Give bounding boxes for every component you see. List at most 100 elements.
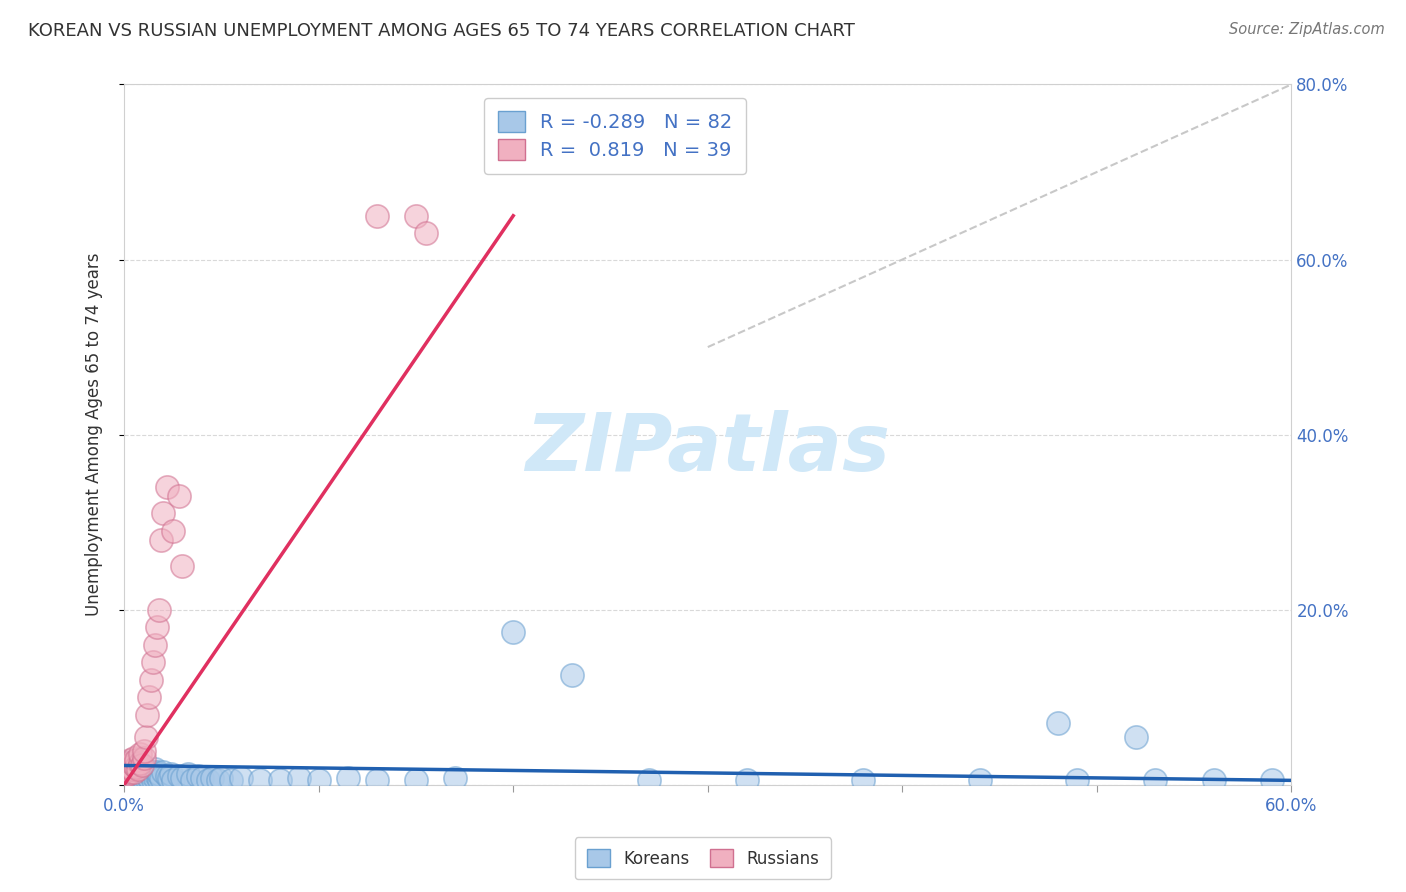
Point [502,624,524,639]
Point [122,773,145,788]
Point [969,773,991,788]
Point [177,767,200,781]
Point [269,773,291,788]
Point [135,771,157,785]
Point [128,756,150,770]
Point [162,524,184,538]
Point [288,771,311,785]
Point [366,209,388,223]
Point [415,226,437,240]
Point [852,773,875,788]
Point [366,773,388,788]
Point [132,773,155,788]
Point [132,744,155,758]
Point [146,620,169,634]
Point [152,764,174,779]
Legend: R = -0.289   N = 82, R =  0.819   N = 39: R = -0.289 N = 82, R = 0.819 N = 39 [484,97,747,174]
Point [117,756,139,770]
Point [172,558,194,573]
Point [219,773,242,788]
Text: ZIPatlas: ZIPatlas [526,409,890,488]
Point [118,760,141,774]
Point [136,764,159,779]
Point [117,767,139,781]
Point [131,769,153,783]
Point [118,753,141,767]
Point [142,773,165,788]
Point [117,762,139,776]
Point [191,771,214,785]
Point [122,764,145,779]
Point [143,762,166,776]
Point [142,764,165,779]
Point [127,762,149,776]
Point [121,769,143,783]
Point [115,756,138,770]
Point [118,760,141,774]
Point [141,767,163,781]
Point [122,758,145,772]
Point [127,771,149,785]
Point [122,771,145,785]
Point [1261,773,1284,788]
Point [122,751,145,765]
Point [638,773,661,788]
Point [229,771,252,785]
Point [121,762,143,776]
Point [143,771,166,785]
Point [112,760,135,774]
Point [128,762,150,776]
Point [735,773,758,788]
Point [117,769,139,783]
Text: KOREAN VS RUSSIAN UNEMPLOYMENT AMONG AGES 65 TO 74 YEARS CORRELATION CHART: KOREAN VS RUSSIAN UNEMPLOYMENT AMONG AGE… [28,22,855,40]
Point [122,767,145,781]
Point [115,764,138,779]
Point [132,751,155,765]
Point [125,753,148,767]
Point [167,769,190,783]
Point [308,773,330,788]
Point [152,507,174,521]
Point [132,764,155,779]
Point [142,655,165,669]
Point [156,769,179,783]
Point [138,771,160,785]
Point [112,769,135,783]
Point [336,771,359,785]
Point [405,209,427,223]
Point [125,760,148,774]
Point [125,769,148,783]
Point [197,773,219,788]
Y-axis label: Unemployment Among Ages 65 to 74 years: Unemployment Among Ages 65 to 74 years [86,252,103,616]
Point [118,771,141,785]
Point [172,771,194,785]
Point [159,767,181,781]
Point [209,771,232,785]
Point [1202,773,1225,788]
Point [127,764,149,779]
Point [125,764,148,779]
Point [121,756,143,770]
Point [167,489,190,503]
Point [117,762,139,776]
Point [187,769,209,783]
Point [115,760,138,774]
Point [141,673,163,687]
Point [121,762,143,776]
Point [128,772,150,787]
Point [1066,773,1088,788]
Point [138,690,160,705]
Point [131,760,153,774]
Point [128,747,150,761]
Point [131,758,153,772]
Point [143,638,166,652]
Point [118,764,141,779]
Point [135,730,157,744]
Point [444,771,467,785]
Point [148,602,170,616]
Point [181,773,204,788]
Text: Source: ZipAtlas.com: Source: ZipAtlas.com [1229,22,1385,37]
Point [148,773,170,788]
Point [135,762,157,776]
Point [150,771,173,785]
